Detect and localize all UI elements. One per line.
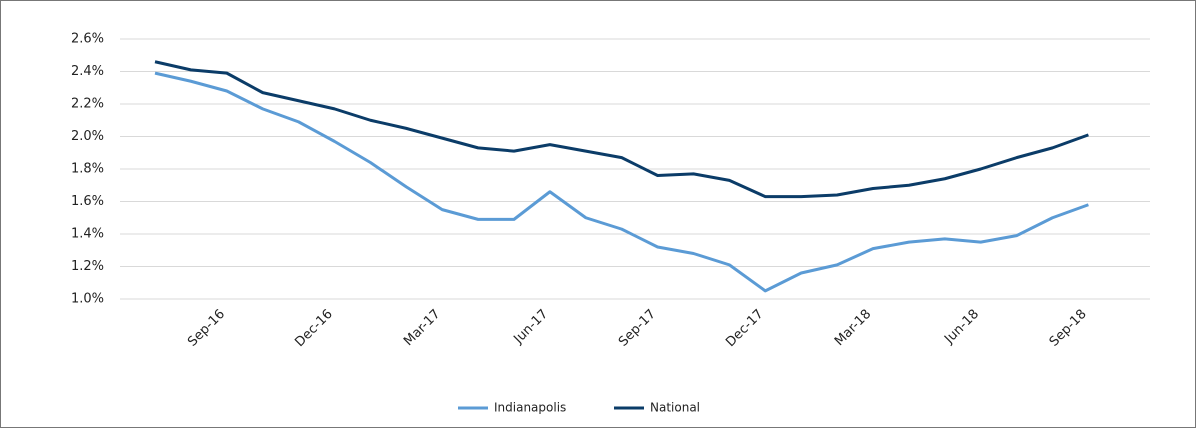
y-tick-label: 1.2% — [71, 259, 104, 274]
y-tick-label: 2.0% — [71, 129, 104, 144]
legend-label: Indianapolis — [494, 401, 566, 415]
x-tick-label: Dec-17 — [723, 307, 766, 350]
y-tick-label: 1.6% — [71, 194, 104, 209]
legend-label: National — [650, 401, 700, 415]
y-tick-label: 1.4% — [71, 227, 104, 242]
y-tick-label: 2.2% — [71, 97, 104, 112]
y-tick-label: 1.8% — [71, 162, 104, 177]
x-tick-label: Jun-17 — [511, 307, 552, 348]
line-series — [154, 71, 1089, 293]
x-tick-label: Sep-17 — [616, 307, 659, 350]
x-tick-label: Dec-16 — [292, 307, 335, 350]
x-tick-label: Sep-18 — [1047, 307, 1090, 350]
y-tick-label: 2.4% — [71, 64, 104, 79]
x-tick-label: Jun-18 — [941, 307, 982, 348]
x-tick-label: Mar-17 — [401, 307, 443, 349]
line-series — [154, 60, 1089, 199]
y-tick-label: 2.6% — [71, 32, 104, 47]
y-tick-label: 1.0% — [71, 292, 104, 307]
x-tick-label: Mar-18 — [832, 307, 874, 349]
x-tick-label: Sep-16 — [185, 307, 228, 350]
